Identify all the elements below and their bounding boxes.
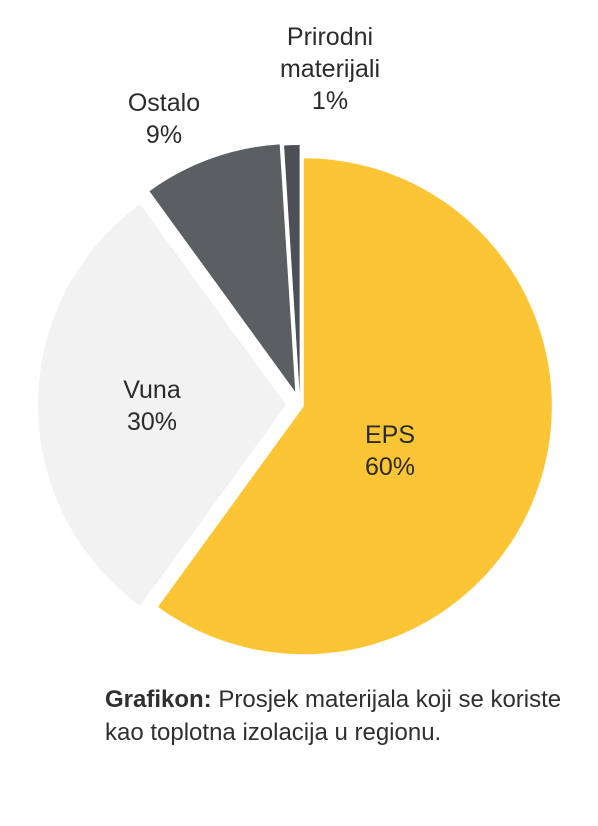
slice-label-eps: EPS 60% — [365, 421, 415, 481]
slice-label-ostalo: Ostalo 9% — [128, 89, 200, 149]
pie-chart: EPS 60% Vuna 30% Ostalo 9% Prirodni materijali 1… — [38, 23, 552, 655]
slice-label-vuna: Vuna 30% — [123, 376, 181, 436]
slice-label-prirodni-materijali: Prirodni materijali 1% — [280, 23, 380, 115]
pie-slice-ostalo — [149, 144, 296, 392]
pie-slice-prirodni-materijali — [284, 145, 300, 394]
pie-slice-vuna — [38, 204, 286, 606]
caption-text: Prosjek materijala koji se koriste kao t… — [105, 686, 562, 746]
chart-caption: Grafikon: Prosjek materijala koji se kor… — [105, 683, 565, 749]
caption-prefix: Grafikon: — [105, 686, 212, 713]
pie-slice-eps — [158, 158, 552, 655]
